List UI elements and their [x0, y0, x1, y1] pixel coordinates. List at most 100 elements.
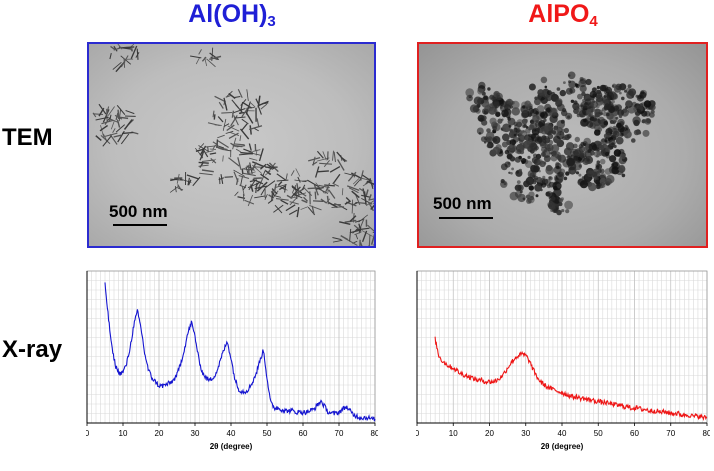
tem-needle-particle [350, 229, 351, 242]
tem-aggregate-particle [586, 79, 592, 85]
tem-needle-particle [190, 56, 201, 58]
tem-needle-particle [274, 196, 281, 198]
tem-needle-particle [274, 184, 276, 193]
tem-aggregate-particle [560, 90, 566, 96]
tem-aggregate-particle [586, 109, 591, 114]
tem-aggregate-particle [639, 92, 646, 99]
tem-aggregate-particle [594, 151, 601, 158]
tem-needle-particle [235, 192, 239, 196]
tem-needle-particle [374, 245, 376, 247]
tem-aggregate-particle [591, 101, 599, 109]
tem-needle-particle [254, 128, 258, 131]
tem-aggregate-particle [576, 152, 579, 155]
tem-aggregate-particle [509, 125, 512, 128]
tem-needle-particle [263, 171, 265, 176]
tem-needle-particle [261, 174, 269, 180]
tem-needle-particle [329, 190, 335, 199]
tem-needle-particle [366, 190, 368, 196]
column-title-aloh3: Al(OH)3 [88, 0, 376, 30]
tem-aggregate-particle [528, 170, 537, 179]
tem-needle-particle [239, 154, 252, 155]
tem-needle-particle [285, 184, 286, 192]
tem-needle-particle [330, 167, 340, 173]
tem-aggregate-particle [568, 81, 576, 89]
tem-aggregate-particle [484, 141, 487, 144]
tem-aggregate-particle [584, 143, 587, 146]
tem-needle-particle [114, 135, 122, 137]
tem-needle-particle [219, 102, 223, 108]
x-tick-label: 40 [227, 429, 236, 438]
tem-needle-particle [257, 118, 259, 126]
tem-aggregate-particle [620, 153, 626, 159]
tem-aggregate-particle [575, 137, 580, 142]
tem-aggregate-particle [576, 171, 579, 174]
tem-aggregate-particle [633, 120, 639, 126]
tem-aggregate-particle [606, 133, 611, 138]
tem-aggregate-particle [504, 182, 507, 185]
tem-aggregate-particle [537, 128, 540, 131]
tem-aggregate-particle [624, 130, 632, 138]
tem-aggregate-particle [487, 144, 491, 148]
tem-needle-particle [301, 207, 308, 210]
tem-aggregate-particle [564, 177, 568, 181]
tem-needle-particle [289, 210, 297, 214]
tem-needle-particle [375, 226, 376, 237]
tem-aggregate-particle [583, 119, 587, 123]
scale-bar-label-aloh3: 500 nm [109, 202, 168, 222]
tem-needle-particle [277, 174, 286, 180]
tem-aggregate-particle [586, 158, 589, 161]
tem-aggregate-particle [500, 106, 503, 109]
x-tick-label: 20 [155, 429, 164, 438]
tem-aggregate-particle [510, 172, 513, 175]
tem-needle-particle [241, 129, 249, 139]
tem-aggregate-particle [605, 168, 612, 175]
tem-aggregate-particle [490, 118, 497, 125]
tem-aggregate-particle [575, 84, 579, 88]
tem-aggregate-particle [529, 142, 538, 151]
x-tick-label: 60 [630, 429, 639, 438]
tem-aggregate-particle [559, 198, 563, 202]
tem-needle-particle [333, 151, 334, 161]
tem-needle-particle [205, 57, 207, 66]
tem-aggregate-particle [590, 91, 597, 98]
tem-aggregate-particle [553, 186, 558, 191]
tem-image-alpo4: 500 nm [417, 42, 708, 248]
tem-aggregate-particle [545, 166, 554, 175]
tem-aggregate-particle [564, 201, 573, 210]
tem-needle-particle [218, 117, 223, 123]
x-tick-label: 50 [263, 429, 272, 438]
scale-bar-aloh3 [113, 224, 167, 226]
tem-aggregate-particle [604, 121, 609, 126]
tem-needle-particle [208, 147, 209, 153]
tem-needle-particle [268, 200, 273, 204]
x-tick-label: 70 [666, 429, 675, 438]
tem-aggregate-particle [565, 209, 569, 213]
tem-needle-particle [219, 177, 220, 184]
tem-aggregate-particle [611, 100, 615, 104]
tem-aggregate-particle [597, 86, 600, 89]
tem-aggregate-particle [552, 151, 557, 156]
tem-aggregate-particle [600, 101, 603, 104]
tem-needle-particle [356, 234, 358, 239]
tem-aggregate-particle [605, 147, 610, 152]
tem-aggregate-particle [528, 114, 532, 118]
tem-aggregate-particle [633, 92, 635, 94]
tem-needle-particle [370, 199, 376, 200]
tem-aggregate-particle [529, 185, 534, 190]
tem-needle-particle [297, 207, 299, 217]
tem-aggregate-particle [522, 105, 525, 108]
tem-aggregate-particle [561, 120, 565, 124]
tem-aggregate-particle [486, 132, 494, 140]
tem-needle-particle [291, 170, 294, 175]
x-tick-label: 0 [416, 429, 420, 438]
tem-needle-particle [298, 177, 301, 183]
tem-needle-particle [317, 171, 329, 172]
tem-aggregate-particle [612, 85, 615, 88]
tem-aggregate-particle [646, 118, 651, 123]
tem-needle-particle [111, 121, 114, 129]
tem-aggregate-particle [606, 113, 610, 117]
x-tick-label: 0 [86, 429, 90, 438]
tem-aggregate-particle [519, 140, 523, 144]
tem-aggregate-particle [609, 155, 616, 162]
